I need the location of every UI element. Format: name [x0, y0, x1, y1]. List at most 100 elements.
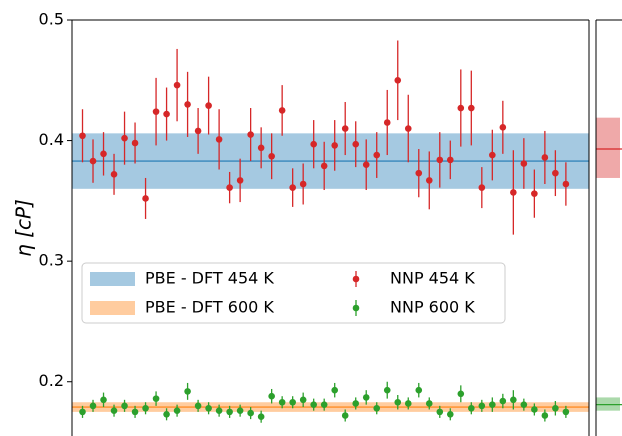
point: [173, 407, 181, 414]
point: [152, 108, 160, 115]
point: [289, 398, 296, 406]
point: [257, 144, 265, 152]
point: [89, 157, 97, 165]
point: [184, 101, 191, 108]
point: [163, 410, 170, 418]
point: [415, 386, 423, 394]
point: [552, 404, 559, 412]
point: [226, 184, 233, 191]
point: [289, 184, 296, 191]
point: [247, 131, 254, 138]
point: [478, 184, 486, 191]
point: [278, 107, 286, 114]
point: [131, 139, 139, 147]
y-tick-label: 0.5: [39, 10, 64, 29]
point: [310, 140, 317, 148]
point: [468, 104, 475, 112]
y-tick-label: 0.4: [39, 130, 64, 149]
point: [268, 392, 275, 400]
point: [79, 132, 86, 140]
legend-label: NNP 454 K: [390, 269, 475, 288]
point: [131, 408, 139, 416]
point: [352, 140, 360, 148]
y-axis-label: η [cP]: [12, 199, 36, 257]
point: [468, 404, 475, 412]
legend-swatch: [90, 301, 135, 315]
point: [142, 195, 149, 202]
point: [373, 404, 381, 412]
point: [110, 407, 118, 414]
point: [341, 412, 349, 419]
point: [100, 396, 107, 404]
point: [194, 402, 202, 410]
point: [79, 408, 86, 416]
point: [436, 156, 444, 164]
legend-box: [81, 262, 506, 324]
point: [383, 386, 391, 394]
point: [404, 400, 412, 407]
point: [362, 161, 370, 168]
point: [331, 386, 339, 394]
point: [268, 152, 275, 160]
point: [436, 408, 444, 416]
point: [184, 388, 191, 395]
point: [194, 127, 202, 135]
point: [394, 76, 402, 84]
legend-swatch: [90, 272, 135, 286]
point: [478, 402, 486, 410]
point: [446, 410, 454, 418]
point: [121, 402, 128, 410]
point: [299, 180, 307, 188]
legend-label: NNP 600 K: [390, 298, 475, 317]
point: [425, 177, 433, 184]
point: [425, 400, 433, 407]
point: [152, 395, 160, 402]
point: [320, 401, 328, 408]
point: [562, 180, 570, 188]
point: [510, 189, 517, 196]
point: [520, 160, 528, 167]
point: [415, 169, 423, 177]
point: [489, 151, 496, 159]
point: [100, 150, 107, 158]
point: [257, 413, 265, 421]
mean-box: [596, 117, 620, 178]
point: [489, 401, 496, 408]
legend-marker: [352, 275, 360, 283]
point: [173, 81, 181, 89]
point: [331, 142, 339, 149]
point: [215, 136, 223, 143]
point: [531, 406, 538, 413]
point: [373, 151, 381, 159]
point: [541, 154, 549, 161]
point: [394, 398, 402, 406]
y-tick-label: 0.2: [39, 371, 64, 390]
point: [520, 401, 528, 408]
point: [457, 390, 465, 398]
legend-label: PBE - DFT 600 K: [145, 298, 274, 317]
point: [163, 110, 170, 118]
legend-label: PBE - DFT 454 K: [145, 269, 274, 288]
point: [247, 409, 254, 417]
point: [499, 124, 507, 131]
point: [457, 104, 465, 112]
point: [562, 408, 570, 416]
point: [499, 397, 507, 405]
point: [310, 401, 317, 408]
point: [552, 169, 559, 177]
point: [278, 398, 286, 406]
point: [446, 156, 454, 164]
point: [352, 400, 360, 407]
legend-marker: [352, 304, 360, 312]
point: [205, 102, 212, 109]
point: [341, 125, 349, 132]
point: [404, 125, 412, 132]
point: [110, 171, 118, 178]
point: [362, 394, 370, 401]
y-tick-label: 0.3: [39, 251, 64, 270]
point: [142, 404, 149, 412]
point: [226, 408, 233, 416]
point: [89, 402, 97, 410]
point: [510, 396, 517, 404]
point: [121, 134, 128, 142]
